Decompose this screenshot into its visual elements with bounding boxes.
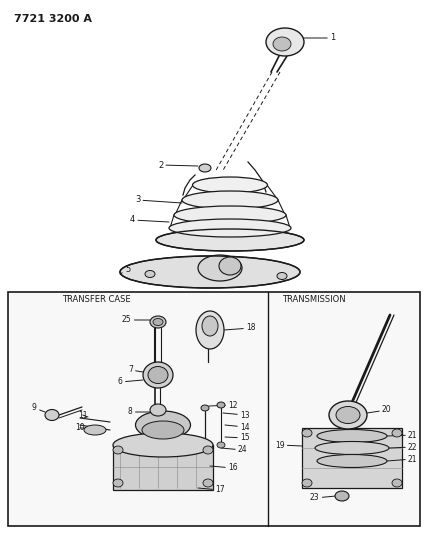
Ellipse shape bbox=[217, 442, 225, 448]
Text: 13: 13 bbox=[223, 410, 250, 419]
Ellipse shape bbox=[217, 402, 225, 408]
Text: 1: 1 bbox=[303, 34, 335, 43]
Text: 15: 15 bbox=[225, 433, 250, 442]
Ellipse shape bbox=[148, 367, 168, 384]
Text: 11: 11 bbox=[78, 410, 88, 419]
Ellipse shape bbox=[113, 446, 123, 454]
Text: 17: 17 bbox=[198, 486, 225, 495]
Text: 7721 3200 A: 7721 3200 A bbox=[14, 14, 92, 24]
Ellipse shape bbox=[169, 219, 291, 237]
Ellipse shape bbox=[273, 37, 291, 51]
Text: 10: 10 bbox=[75, 424, 85, 432]
Text: 20: 20 bbox=[367, 406, 392, 415]
Bar bbox=[8, 292, 420, 526]
Ellipse shape bbox=[120, 256, 300, 288]
Text: 21: 21 bbox=[387, 431, 417, 440]
Ellipse shape bbox=[136, 411, 190, 439]
Ellipse shape bbox=[202, 316, 218, 336]
Text: 25: 25 bbox=[122, 316, 150, 325]
Text: 23: 23 bbox=[310, 494, 336, 503]
Text: 5: 5 bbox=[120, 265, 130, 274]
Ellipse shape bbox=[84, 425, 106, 435]
Ellipse shape bbox=[45, 409, 59, 421]
Bar bbox=[302, 428, 402, 488]
Ellipse shape bbox=[266, 28, 304, 56]
Text: 18: 18 bbox=[224, 324, 256, 333]
Ellipse shape bbox=[113, 479, 123, 487]
Text: 12: 12 bbox=[209, 400, 238, 409]
Text: 24: 24 bbox=[221, 446, 248, 455]
Text: 3: 3 bbox=[135, 196, 182, 205]
Ellipse shape bbox=[302, 479, 312, 487]
Ellipse shape bbox=[317, 455, 387, 467]
Ellipse shape bbox=[277, 272, 287, 279]
Ellipse shape bbox=[174, 206, 286, 224]
Ellipse shape bbox=[199, 164, 211, 172]
Ellipse shape bbox=[392, 479, 402, 487]
Text: 7: 7 bbox=[128, 366, 143, 375]
Ellipse shape bbox=[335, 491, 349, 501]
Ellipse shape bbox=[143, 362, 173, 388]
Text: 8: 8 bbox=[128, 408, 150, 416]
Text: 2: 2 bbox=[158, 160, 198, 169]
Text: 14: 14 bbox=[225, 423, 250, 432]
Text: 9: 9 bbox=[32, 403, 45, 413]
Text: 6: 6 bbox=[118, 377, 143, 386]
Ellipse shape bbox=[317, 430, 387, 442]
Ellipse shape bbox=[198, 255, 242, 281]
Ellipse shape bbox=[315, 441, 389, 455]
Ellipse shape bbox=[329, 401, 367, 429]
Text: 22: 22 bbox=[389, 442, 417, 451]
Bar bbox=[113, 445, 213, 490]
Ellipse shape bbox=[145, 271, 155, 278]
Ellipse shape bbox=[203, 479, 213, 487]
Ellipse shape bbox=[302, 429, 312, 437]
Ellipse shape bbox=[113, 433, 213, 457]
Text: 19: 19 bbox=[275, 440, 302, 449]
Ellipse shape bbox=[392, 429, 402, 437]
Ellipse shape bbox=[182, 191, 278, 209]
Text: 21: 21 bbox=[387, 455, 417, 464]
Ellipse shape bbox=[196, 311, 224, 349]
Ellipse shape bbox=[142, 421, 184, 439]
Text: 4: 4 bbox=[130, 215, 169, 224]
Text: TRANSFER CASE: TRANSFER CASE bbox=[62, 295, 131, 304]
Text: 16: 16 bbox=[210, 464, 238, 472]
Ellipse shape bbox=[150, 316, 166, 328]
Ellipse shape bbox=[203, 446, 213, 454]
Ellipse shape bbox=[156, 229, 304, 251]
Text: TRANSMISSION: TRANSMISSION bbox=[282, 295, 346, 304]
Ellipse shape bbox=[153, 319, 163, 326]
Ellipse shape bbox=[336, 407, 360, 424]
Ellipse shape bbox=[150, 404, 166, 416]
Ellipse shape bbox=[201, 405, 209, 411]
Ellipse shape bbox=[219, 257, 241, 275]
Ellipse shape bbox=[193, 177, 268, 193]
